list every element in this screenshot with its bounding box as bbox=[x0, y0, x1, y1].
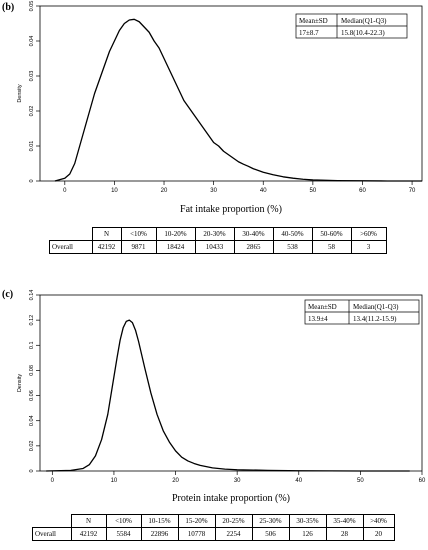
table-row: Overall 42192 5584 22896 10778 2254 506 … bbox=[32, 527, 395, 541]
x-axis-label: Fat intake proportion (%) bbox=[180, 204, 282, 215]
x-tick-label: 40 bbox=[260, 188, 267, 194]
y-tick-label: 0.1 bbox=[29, 341, 35, 349]
summary-header-median: Median(Q1-Q3) bbox=[353, 303, 399, 311]
y-tick-label: 0.06 bbox=[29, 390, 35, 401]
table-cell: 20 bbox=[362, 527, 395, 541]
table-cell: 10433 bbox=[194, 240, 235, 254]
table-cell: 126 bbox=[288, 527, 327, 541]
protein-frequency-table: N <10% 10-15% 15-20% 20-25% 25-30% 30-35… bbox=[32, 514, 395, 541]
table-cell: 2865 bbox=[233, 240, 274, 254]
y-tick-label: 0.01 bbox=[29, 141, 35, 152]
table-header-cell: 20-25% bbox=[214, 514, 253, 528]
y-axis-label: Density bbox=[17, 84, 23, 103]
table-cell: 2254 bbox=[214, 527, 253, 541]
plot-frame bbox=[39, 294, 423, 472]
table-cell: 538 bbox=[272, 240, 313, 254]
table-header-row: N <10% 10-20% 20-30% 30-40% 40-50% 50-60… bbox=[49, 227, 387, 241]
x-tick-label: 0 bbox=[63, 188, 67, 194]
x-tick-label: 50 bbox=[310, 188, 317, 194]
table-cell: 18424 bbox=[155, 240, 196, 254]
y-tick-label: 0.05 bbox=[29, 1, 35, 12]
table-header-cell: 20-30% bbox=[194, 227, 235, 241]
fat-density-plot: 0 0.01 0.02 0.03 0.04 0.05 Density 0 10 20 30 40 50 6… bbox=[17, 1, 423, 215]
y-tick-label: 0 bbox=[29, 469, 35, 472]
table-cell: 10778 bbox=[177, 527, 216, 541]
table-corner bbox=[32, 514, 72, 528]
summary-value-median: 13.4(11.2-15.9) bbox=[353, 315, 397, 323]
x-tick-label: 30 bbox=[234, 478, 241, 484]
table-cell: 9871 bbox=[120, 240, 157, 254]
x-tick-label: 10 bbox=[111, 478, 118, 484]
x-tick-label: 20 bbox=[161, 188, 168, 194]
y-tick-label: 0 bbox=[29, 179, 35, 182]
y-tick-label: 0.03 bbox=[29, 71, 35, 82]
x-tick-label: 60 bbox=[359, 188, 366, 194]
y-tick-label: 0.08 bbox=[29, 365, 35, 376]
y-tick-label: 0.02 bbox=[29, 440, 35, 451]
table-cell: 42192 bbox=[70, 527, 107, 541]
table-header-row: N <10% 10-15% 15-20% 20-25% 25-30% 30-35… bbox=[32, 514, 395, 528]
table-header-cell: 15-20% bbox=[177, 514, 216, 528]
table-header-cell: N bbox=[91, 227, 122, 241]
x-tick-label: 50 bbox=[357, 478, 364, 484]
table-cell: 28 bbox=[325, 527, 364, 541]
x-tick-label: 30 bbox=[210, 188, 217, 194]
table-cell: 5584 bbox=[105, 527, 142, 541]
table-header-cell: 35-40% bbox=[325, 514, 364, 528]
fat-frequency-table: N <10% 10-20% 20-30% 30-40% 40-50% 50-60… bbox=[49, 227, 387, 254]
table-header-cell: <10% bbox=[105, 514, 142, 528]
y-tick-label: 0.14 bbox=[29, 290, 35, 301]
table-header-cell: 30-40% bbox=[233, 227, 274, 241]
table-header-cell: 10-15% bbox=[140, 514, 179, 528]
table-header-cell: 40-50% bbox=[272, 227, 313, 241]
summary-header-median: Median(Q1-Q3) bbox=[341, 17, 387, 25]
table-row-label: Overall bbox=[49, 240, 93, 254]
table-header-cell: >60% bbox=[350, 227, 387, 241]
x-axis-label: Protein intake proportion (%) bbox=[172, 493, 290, 504]
table-cell: 42192 bbox=[91, 240, 122, 254]
summary-header-mean: Mean±SD bbox=[299, 17, 328, 25]
x-tick-label: 10 bbox=[111, 188, 118, 194]
summary-value-median: 15.8(10.4-22.3) bbox=[341, 29, 385, 37]
table-header-cell: 30-35% bbox=[288, 514, 327, 528]
table-cell: 506 bbox=[251, 527, 290, 541]
density-curve bbox=[46, 319, 410, 472]
summary-value-mean: 13.9±4 bbox=[308, 315, 328, 323]
table-cell: 3 bbox=[350, 240, 387, 254]
plot-frame bbox=[39, 5, 423, 182]
y-tick-label: 0.12 bbox=[29, 315, 35, 326]
table-cell: 58 bbox=[311, 240, 352, 254]
table-header-cell: >40% bbox=[362, 514, 395, 528]
x-tick-label: 40 bbox=[295, 478, 302, 484]
table-header-cell: 50-60% bbox=[311, 227, 352, 241]
panel-b-label: (b) bbox=[2, 2, 15, 13]
table-corner bbox=[49, 227, 93, 241]
y-tick-label: 0.02 bbox=[29, 106, 35, 117]
summary-header-mean: Mean±SD bbox=[308, 303, 337, 311]
panel-c-label: (c) bbox=[2, 289, 14, 300]
x-tick-label: 60 bbox=[419, 478, 426, 484]
protein-density-plot: 0 0.02 0.04 0.06 0.08 0.1 0.12 0.14 Density 0 10 20… bbox=[17, 290, 426, 504]
x-tick-label: 70 bbox=[409, 188, 416, 194]
table-row: Overall 42192 9871 18424 10433 2865 538 … bbox=[49, 240, 387, 254]
table-row-label: Overall bbox=[32, 527, 72, 541]
x-tick-label: 20 bbox=[172, 478, 179, 484]
table-cell: 22896 bbox=[140, 527, 179, 541]
density-curve bbox=[54, 18, 422, 182]
table-header-cell: N bbox=[70, 514, 107, 528]
summary-value-mean: 17±8.7 bbox=[299, 29, 319, 37]
table-header-cell: 10-20% bbox=[155, 227, 196, 241]
y-tick-label: 0.04 bbox=[29, 36, 35, 47]
y-tick-label: 0.04 bbox=[29, 415, 35, 426]
table-header-cell: 25-30% bbox=[251, 514, 290, 528]
y-axis-label: Density bbox=[17, 374, 23, 393]
x-tick-label: 0 bbox=[51, 478, 55, 484]
table-header-cell: <10% bbox=[120, 227, 157, 241]
